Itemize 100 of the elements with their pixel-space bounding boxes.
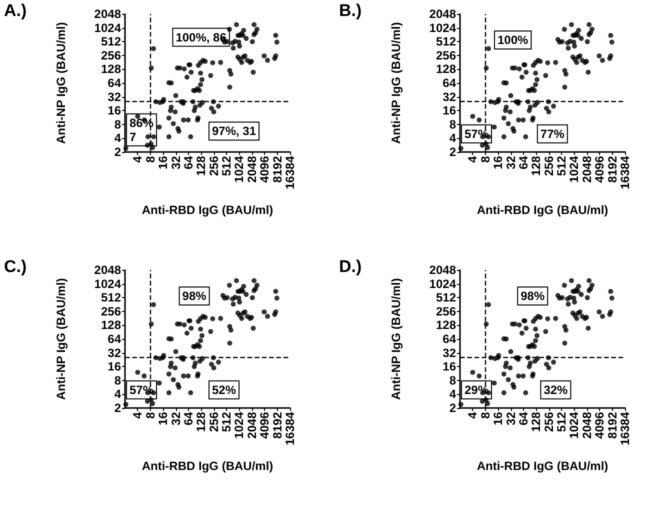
x-tick-label: 8192 <box>605 156 620 183</box>
annotation: 98% <box>520 289 545 304</box>
y-tick-label: 64 <box>442 332 456 346</box>
x-tick-label: 8 <box>143 156 158 163</box>
y-tick-label: 512 <box>100 34 122 49</box>
annotation: 100% <box>498 33 529 48</box>
y-tick-label: 256 <box>436 48 456 62</box>
x-tick-label: 16 <box>156 412 170 426</box>
annotation: 100%, 86 <box>176 30 227 44</box>
chart-title: C.) <box>4 257 27 276</box>
y-tick-label: 128 <box>436 62 456 76</box>
x-tick-label: 16384 <box>618 156 632 190</box>
x-tick-label: 256 <box>542 412 556 432</box>
y-tick-label: 1024 <box>429 276 456 291</box>
y-tick-label: 2048 <box>94 263 122 277</box>
y-tick-label: 128 <box>436 318 456 332</box>
x-tick-label: 1024 <box>567 156 582 183</box>
x-tick-label: 128 <box>529 156 544 176</box>
y-tick-label: 512 <box>436 290 456 305</box>
x-tick-label: 8192 <box>605 412 620 439</box>
annotation: 32% <box>544 382 568 397</box>
y-tick-label: 8 <box>114 373 122 388</box>
x-tick-label: 2048 <box>244 156 259 183</box>
x-tick-label: 8192 <box>270 412 284 439</box>
x-axis-title: Anti-RBD IgG (BAU/ml) <box>142 459 274 473</box>
x-tick-label: 16384 <box>283 156 297 190</box>
y-axis-title: Anti-NP IgG (BAU/ml) <box>54 22 68 144</box>
x-tick-label: 4096 <box>592 412 607 439</box>
y-tick-label: 8 <box>114 117 122 132</box>
x-tick-label: 8 <box>478 156 492 163</box>
y-tick-label: 256 <box>436 304 456 318</box>
y-axis-title: Anti-NP IgG (BAU/ml) <box>389 22 403 144</box>
y-tick-label: 2048 <box>429 263 456 277</box>
y-tick-label: 256 <box>100 304 122 318</box>
y-tick-label: 16 <box>442 104 456 118</box>
annotation: 77% <box>540 126 565 141</box>
x-tick-label: 16384 <box>618 412 632 446</box>
y-tick-label: 1024 <box>429 20 456 35</box>
y-tick-label: 2 <box>114 401 122 415</box>
x-tick-label: 8 <box>478 412 492 419</box>
y-tick-label: 256 <box>100 48 122 62</box>
y-tick-label: 128 <box>100 62 122 76</box>
y-axis-title: Anti-NP IgG (BAU/ml) <box>54 278 68 400</box>
y-tick-label: 2 <box>114 145 122 159</box>
y-tick-label: 64 <box>108 76 122 90</box>
y-tick-label: 32 <box>442 346 456 360</box>
annotation: 98% <box>182 289 207 304</box>
annotation: 57% <box>130 382 154 397</box>
y-tick-label: 4 <box>449 131 456 146</box>
x-tick-label: 32 <box>168 412 183 426</box>
x-tick-label: 512 <box>554 156 569 176</box>
y-tick-label: 512 <box>100 290 122 305</box>
y-tick-label: 4 <box>114 131 122 146</box>
x-tick-label: 1024 <box>232 412 246 439</box>
y-tick-label: 32 <box>108 90 122 104</box>
y-tick-label: 16 <box>108 360 122 374</box>
y-tick-label: 2 <box>449 145 456 159</box>
y-tick-label: 32 <box>108 346 122 360</box>
x-tick-label: 4096 <box>258 412 272 439</box>
x-tick-label: 16 <box>491 156 506 170</box>
x-tick-label: 4096 <box>592 156 607 183</box>
y-tick-label: 1024 <box>94 20 122 35</box>
x-tick-label: 2048 <box>244 412 259 439</box>
annotation: 52% <box>212 382 236 397</box>
x-tick-label: 32 <box>504 156 518 170</box>
x-tick-label: 8192 <box>270 156 284 183</box>
x-tick-label: 128 <box>194 412 208 432</box>
y-tick-label: 8 <box>449 373 456 388</box>
x-axis-title: Anti-RBD IgG (BAU/ml) <box>142 203 274 217</box>
x-tick-label: 16384 <box>283 412 297 446</box>
chart-title: A.) <box>4 1 27 20</box>
x-tick-label: 64 <box>516 412 530 426</box>
x-tick-label: 16 <box>156 156 170 170</box>
x-tick-label: 4 <box>130 156 145 163</box>
x-tick-label: 2048 <box>580 156 594 183</box>
y-tick-label: 16 <box>442 360 456 374</box>
x-tick-label: 4 <box>466 412 480 419</box>
y-tick-label: 4 <box>449 387 456 402</box>
x-tick-label: 128 <box>529 412 544 432</box>
y-tick-label: 16 <box>108 104 122 118</box>
x-tick-label: 16 <box>491 412 506 426</box>
x-tick-label: 256 <box>206 156 221 176</box>
x-tick-label: 4 <box>130 412 145 419</box>
y-tick-label: 64 <box>442 76 456 90</box>
y-tick-label: 32 <box>442 90 456 104</box>
y-axis-title: Anti-NP IgG (BAU/ml) <box>389 278 403 400</box>
x-tick-label: 64 <box>516 156 530 170</box>
x-tick-label: 8 <box>143 412 158 419</box>
y-tick-label: 128 <box>100 318 122 332</box>
x-tick-label: 512 <box>554 412 569 432</box>
x-tick-label: 256 <box>542 156 556 176</box>
y-tick-label: 2048 <box>94 7 122 21</box>
x-tick-label: 1024 <box>567 412 582 439</box>
x-tick-label: 2048 <box>580 412 594 439</box>
x-tick-label: 4 <box>466 156 480 163</box>
x-tick-label: 32 <box>168 156 183 170</box>
y-tick-label: 2048 <box>429 7 456 21</box>
chart-title: D.) <box>339 257 362 276</box>
annotation: 29% <box>464 382 489 397</box>
y-tick-label: 8 <box>449 117 456 132</box>
